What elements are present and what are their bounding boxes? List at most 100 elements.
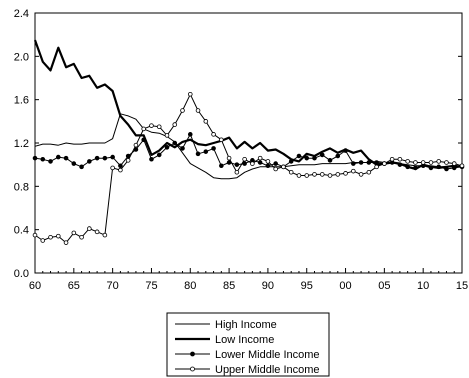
- data-point: [87, 159, 92, 164]
- data-point: [281, 164, 286, 170]
- data-point: [304, 155, 310, 161]
- x-tick-label: 90: [262, 280, 274, 292]
- data-point: [55, 154, 61, 160]
- data-point: [187, 91, 193, 97]
- x-tick-label: 05: [378, 280, 390, 292]
- y-tick-label: 1.2: [14, 138, 29, 150]
- data-point: [335, 172, 341, 177]
- data-point: [420, 160, 426, 165]
- data-point: [172, 122, 178, 127]
- data-point: [428, 160, 434, 165]
- data-point: [374, 160, 379, 165]
- data-point: [296, 173, 302, 178]
- data-point: [40, 238, 46, 243]
- data-point: [149, 123, 154, 128]
- data-point: [327, 173, 333, 178]
- data-point: [48, 234, 53, 240]
- data-point: [273, 161, 278, 166]
- data-point: [125, 158, 131, 163]
- data-point: [79, 234, 84, 240]
- data-point: [55, 233, 61, 239]
- data-point: [71, 161, 77, 166]
- data-point: [374, 164, 379, 170]
- data-point: [118, 167, 123, 173]
- data-point: [397, 162, 403, 167]
- data-point: [63, 155, 69, 161]
- series-line-upper-middle-income: [34, 93, 463, 244]
- data-point: [211, 132, 216, 137]
- data-point: [304, 173, 310, 178]
- data-point: [319, 172, 325, 177]
- y-tick-label: 0.0: [14, 268, 29, 280]
- x-tick-label: 70: [107, 280, 119, 292]
- data-point: [343, 148, 348, 153]
- x-tick-label: 95: [301, 280, 313, 292]
- x-tick-label: 15: [456, 280, 468, 292]
- data-point: [343, 171, 348, 176]
- y-tick-label: 1.6: [14, 95, 29, 107]
- legend-marker: [190, 351, 195, 357]
- data-point: [71, 230, 77, 236]
- data-point: [164, 145, 170, 150]
- data-point: [110, 154, 115, 160]
- data-point: [149, 156, 154, 162]
- data-point: [87, 226, 92, 231]
- data-point: [288, 169, 294, 175]
- data-point: [296, 153, 302, 159]
- data-point: [94, 155, 100, 161]
- legend-label: High Income: [215, 319, 277, 331]
- data-point: [195, 151, 201, 157]
- x-tick-label: 60: [29, 280, 41, 292]
- data-point: [366, 169, 372, 175]
- x-tick-label: 00: [339, 280, 351, 292]
- data-point: [79, 164, 84, 170]
- data-point: [211, 146, 216, 151]
- data-point: [234, 162, 240, 167]
- data-point: [351, 168, 356, 174]
- data-point: [172, 140, 178, 146]
- data-point: [273, 166, 278, 172]
- data-point: [102, 232, 108, 238]
- data-point: [118, 163, 123, 169]
- data-point: [459, 163, 465, 169]
- data-point: [242, 156, 247, 162]
- data-point: [444, 166, 449, 172]
- data-point: [444, 160, 449, 165]
- data-point: [358, 172, 364, 177]
- x-tick-label: 65: [68, 280, 80, 292]
- data-point: [382, 161, 387, 166]
- data-point: [413, 160, 418, 165]
- data-point: [389, 156, 395, 162]
- y-tick-label: 2.4: [14, 8, 29, 20]
- data-point: [195, 108, 201, 113]
- data-point: [397, 156, 403, 162]
- data-point: [102, 155, 108, 161]
- data-point: [219, 137, 224, 143]
- data-point: [405, 159, 410, 164]
- data-point: [250, 161, 255, 166]
- legend-label: Upper Middle Income: [215, 364, 320, 376]
- data-point: [319, 152, 325, 158]
- data-point: [358, 160, 364, 165]
- data-point: [203, 119, 209, 124]
- data-point: [164, 133, 170, 138]
- data-point: [436, 164, 442, 170]
- data-point: [63, 240, 69, 245]
- x-tick-label: 10: [417, 280, 429, 292]
- data-point: [32, 232, 38, 238]
- data-point: [257, 160, 263, 165]
- data-point: [351, 161, 356, 166]
- data-point: [226, 155, 232, 161]
- data-point: [94, 229, 100, 235]
- legend-label: Lower Middle Income: [215, 349, 320, 361]
- data-point: [451, 161, 457, 166]
- data-point: [110, 165, 115, 171]
- data-point: [366, 160, 372, 165]
- data-point: [436, 159, 442, 164]
- series-line-low-income: [33, 39, 463, 171]
- y-tick-label: 0.4: [14, 225, 29, 237]
- y-tick-label: 2.0: [14, 51, 29, 63]
- data-point: [234, 169, 240, 175]
- legend-label: Low Income: [215, 334, 274, 346]
- data-point: [32, 155, 38, 161]
